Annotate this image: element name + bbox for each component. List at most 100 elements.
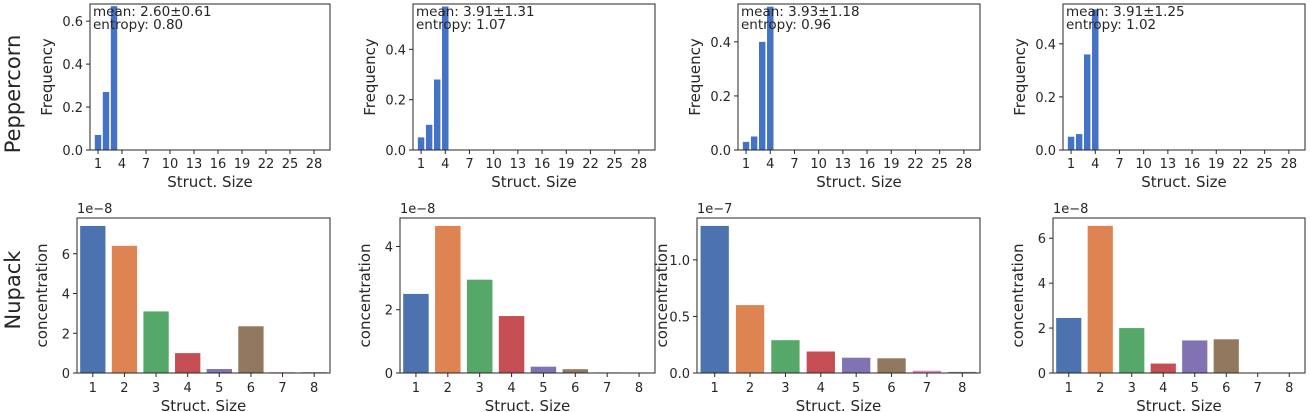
bar	[1119, 328, 1145, 373]
axes-frame	[89, 3, 331, 151]
y-tick-label: 4	[62, 288, 70, 303]
x-tick-label: 7	[278, 381, 286, 396]
x-tick-label: 19	[883, 157, 900, 172]
x-tick-label: 1	[742, 157, 750, 172]
bar	[466, 279, 493, 373]
x-tick-label: 3	[1128, 381, 1136, 396]
bar	[842, 357, 871, 373]
stats-annotation: entropy: 1.07	[416, 17, 506, 33]
axis-offset-text: 1e−7	[697, 202, 732, 217]
panel-top-2: 1 4 7 10 13 16 19 22 25 28 0.0 0.2 0.4 Struct. Size Fr…	[361, 3, 656, 191]
bar	[403, 293, 429, 373]
x-tick-label: 7	[790, 157, 798, 172]
x-tick-label: 22	[907, 157, 924, 172]
x-tick-label: 2	[120, 381, 128, 396]
y-tick-label: 2	[1038, 322, 1046, 337]
y-axis-label: Frequency	[361, 38, 379, 116]
x-tick-label: 25	[606, 157, 623, 172]
bar	[1182, 340, 1208, 373]
bar	[771, 340, 800, 373]
x-tick-label: 28	[956, 157, 973, 172]
x-tick-label: 8	[635, 381, 643, 396]
x-tick-label: 25	[1256, 157, 1273, 172]
y-tick-label: 0.4	[710, 36, 731, 51]
bar	[435, 225, 461, 373]
x-axis-label: Struct. Size	[796, 397, 882, 412]
axes-frame	[76, 217, 331, 374]
x-tick-label: 7	[923, 381, 931, 396]
stats-annotation: entropy: 1.02	[1066, 17, 1156, 33]
axes-frame	[737, 3, 981, 151]
y-tick-label: 0.2	[710, 90, 731, 105]
y-tick-label: 1.0	[669, 254, 690, 269]
stats-annotation: entropy: 0.96	[741, 17, 831, 33]
x-tick-label: 19	[558, 157, 575, 172]
panel-top-3: 1 4 7 10 13 16 19 22 25 28 0.0 0.2 0.4 Struct. Size Fr…	[686, 3, 981, 191]
x-axis-label: Struct. Size	[491, 173, 577, 191]
y-tick-label: 0.6	[62, 15, 83, 30]
bar	[562, 369, 589, 373]
x-tick-label: 28	[306, 157, 323, 172]
y-axis-label: concentration	[356, 244, 374, 348]
x-axis-label: Struct. Size	[1141, 173, 1227, 191]
y-axis-label: Frequency	[38, 38, 56, 116]
y-tick-label: 4	[385, 240, 393, 255]
x-tick-label: 25	[931, 157, 948, 172]
x-tick-label: 1	[711, 381, 719, 396]
y-tick-label: 0	[385, 367, 393, 382]
bar	[143, 311, 169, 373]
x-tick-label: 13	[186, 157, 203, 172]
x-tick-label: 5	[852, 381, 860, 396]
x-tick-label: 1	[417, 157, 425, 172]
bar	[1087, 225, 1113, 373]
x-axis-label: Struct. Size	[167, 173, 253, 191]
y-tick-label: 2	[62, 327, 70, 342]
x-tick-label: 7	[465, 157, 473, 172]
bar	[417, 137, 425, 150]
y-tick-label: 6	[62, 248, 70, 263]
bar	[433, 79, 441, 150]
y-tick-label: 0.0	[710, 144, 731, 159]
x-tick-label: 13	[510, 157, 527, 172]
x-tick-label: 16	[859, 157, 876, 172]
stats-annotation: entropy: 0.80	[93, 17, 183, 33]
bar	[877, 358, 906, 373]
bar	[238, 326, 264, 373]
y-tick-label: 0.4	[385, 43, 406, 58]
y-tick-label: 0.0	[1035, 144, 1056, 159]
stats-annotation: mean: 3.91±1.25	[1066, 4, 1185, 20]
axis-offset-text: 1e−8	[1053, 202, 1088, 217]
bar	[767, 6, 774, 151]
x-tick-label: 16	[210, 157, 227, 172]
x-tick-label: 6	[247, 381, 255, 396]
x-tick-label: 8	[1285, 381, 1293, 396]
bar	[700, 225, 729, 373]
x-tick-label: 28	[631, 157, 648, 172]
y-tick-label: 0.2	[62, 101, 83, 116]
x-tick-label: 22	[258, 157, 275, 172]
x-tick-label: 4	[118, 157, 126, 172]
bar	[1092, 9, 1099, 151]
bar	[1083, 54, 1091, 150]
x-tick-label: 28	[1281, 157, 1298, 172]
bar	[425, 124, 433, 150]
bar	[806, 351, 835, 373]
bar	[912, 370, 942, 373]
x-tick-label: 4	[817, 381, 825, 396]
stats-annotation: mean: 2.60±0.61	[93, 4, 212, 20]
x-tick-label: 19	[234, 157, 251, 172]
axes-frame	[412, 3, 656, 151]
y-tick-label: 0.5	[669, 310, 690, 325]
axes-frame	[399, 217, 656, 374]
bar	[175, 353, 201, 373]
y-tick-label: 4	[1038, 277, 1046, 292]
x-axis-label: Struct. Size	[485, 397, 571, 412]
axes-frame	[1052, 217, 1306, 374]
x-tick-label: 4	[1159, 381, 1167, 396]
bar	[111, 245, 138, 373]
bar	[1150, 363, 1176, 373]
x-tick-label: 7	[1254, 381, 1262, 396]
